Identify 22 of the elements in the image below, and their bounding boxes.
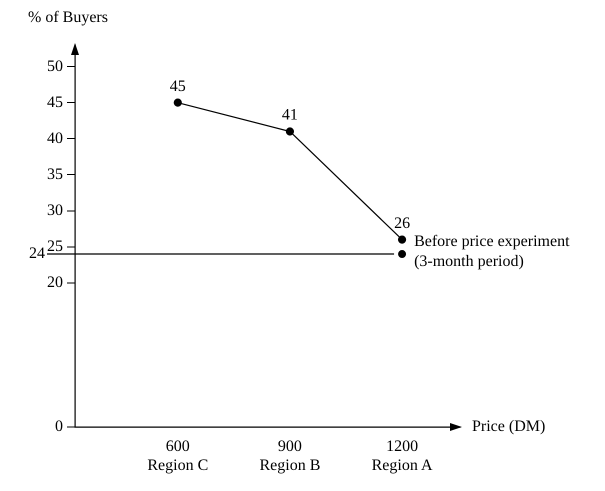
annotation: Before price experiment (3-month period): [414, 233, 570, 270]
y-axis-title: % of Buyers: [28, 9, 108, 26]
x-tick-label: 900 Region B: [259, 438, 320, 474]
data-label: 41: [282, 106, 298, 124]
y-tick-label: 25: [47, 238, 63, 256]
x-tick-label: 600 Region C: [147, 438, 208, 474]
y-tick-label: 50: [47, 58, 63, 75]
x-axis-title: Price (DM): [472, 418, 546, 436]
point: [398, 236, 406, 244]
y-tick-label: 30: [47, 202, 63, 219]
data-label: 45: [170, 78, 186, 95]
y-tick-label: 35: [47, 166, 63, 183]
point: [398, 250, 406, 258]
y-tick-label: 45: [47, 94, 63, 111]
point: [286, 127, 294, 136]
point: [174, 98, 182, 107]
y-tick-label: 40: [47, 130, 63, 147]
y-tick-label: 20: [47, 274, 63, 292]
y-tick-label: 0: [55, 418, 63, 436]
data-label: 26: [394, 214, 410, 232]
x-tick-label: 1200 Region A: [372, 438, 433, 474]
ref-line-label: 24: [29, 245, 45, 262]
